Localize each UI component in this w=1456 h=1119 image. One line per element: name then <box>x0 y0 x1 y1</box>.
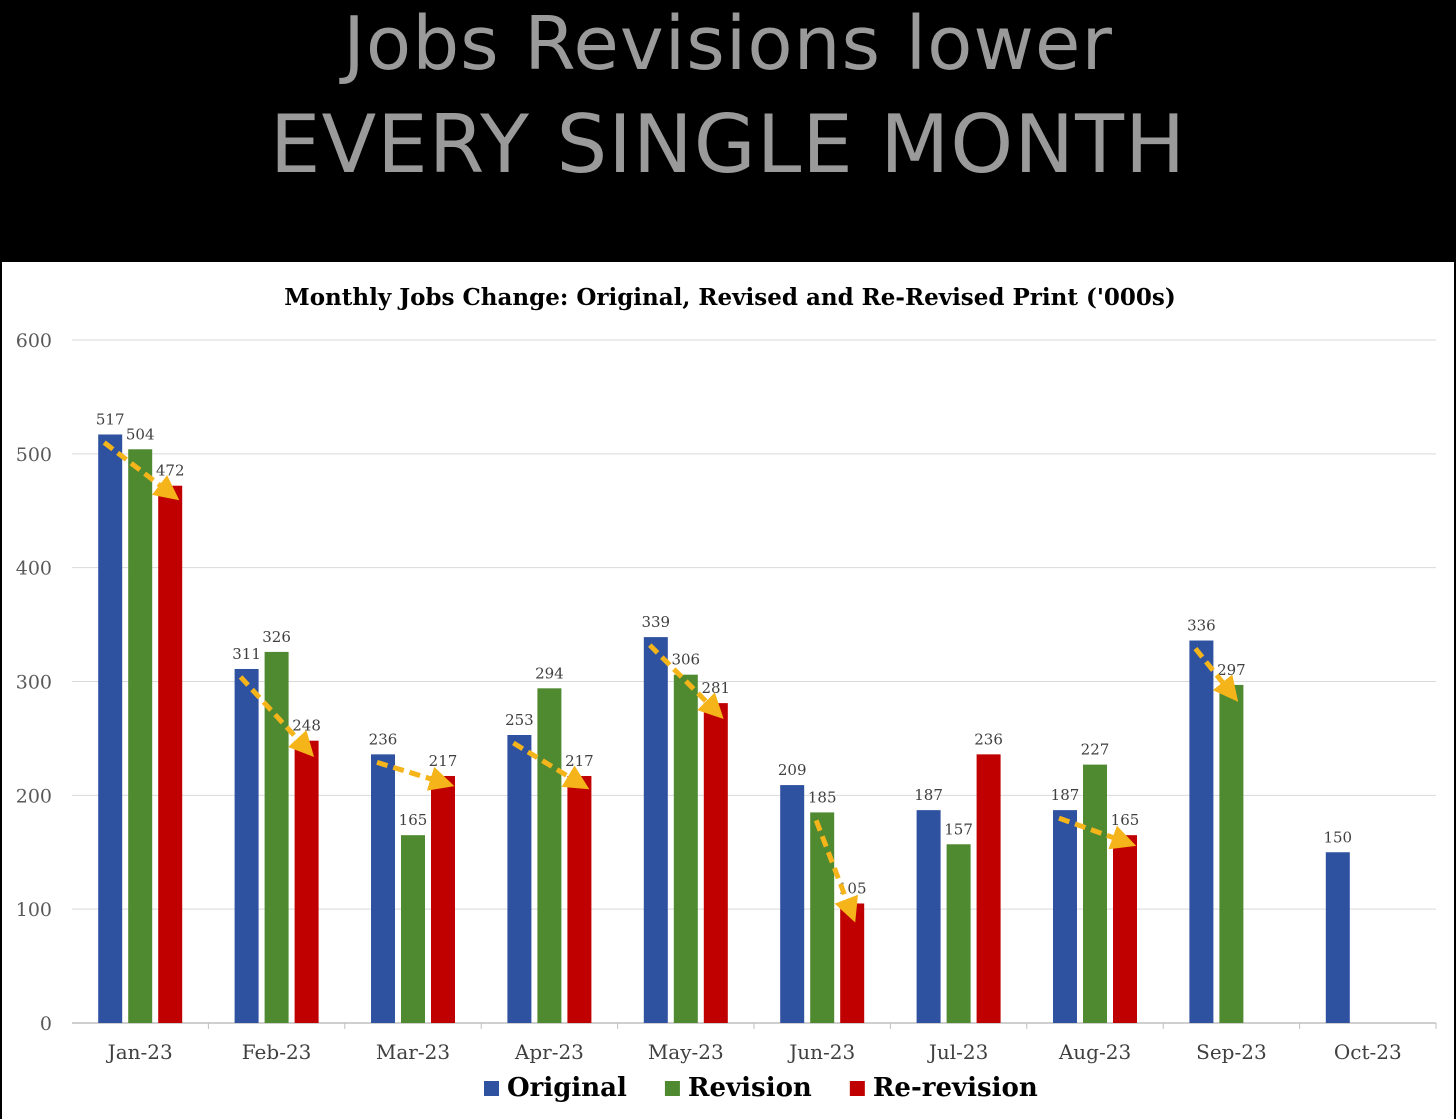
bar-revision-apr-23 <box>537 688 562 1023</box>
bar-re-revision-feb-23 <box>294 740 319 1023</box>
bar-revision-jul-23 <box>946 844 971 1023</box>
legend: Original Revision Re-revision <box>484 1073 1038 1103</box>
legend-label: Original <box>507 1073 627 1103</box>
bar-re-revision-may-23 <box>703 703 728 1023</box>
data-label: 217 <box>429 752 458 770</box>
y-tick-label: 400 <box>16 558 52 580</box>
data-label: 165 <box>1111 811 1140 829</box>
data-label: 165 <box>399 811 428 829</box>
data-label: 311 <box>232 645 261 663</box>
data-label: 339 <box>641 613 670 631</box>
bar-re-revision-jan-23 <box>158 485 183 1023</box>
data-label: 157 <box>944 820 973 838</box>
bar-original-oct-23 <box>1325 852 1350 1023</box>
x-tick-label: Feb-23 <box>242 1040 312 1064</box>
bar-revision-mar-23 <box>401 835 425 1023</box>
legend-label: Revision <box>688 1073 812 1103</box>
data-label: 253 <box>505 711 534 729</box>
bar-re-revision-apr-23 <box>567 775 592 1023</box>
x-tick-label: Apr-23 <box>514 1040 584 1064</box>
legend-label: Re-revision <box>873 1073 1038 1103</box>
data-label: 294 <box>535 664 564 682</box>
legend-swatch <box>664 1081 680 1096</box>
x-tick-label: Jul-23 <box>927 1040 989 1064</box>
revision-arrow <box>648 643 724 720</box>
data-label: 306 <box>671 651 700 669</box>
x-axis: Jan-23 Feb-23 Mar-23 Apr-23 May-23 Jun-23 Jul-… <box>106 1023 1437 1064</box>
bar-revision-may-23 <box>673 674 698 1023</box>
bar-re-revision-jun-23 <box>840 903 865 1023</box>
data-label: 227 <box>1081 741 1110 759</box>
x-tick-label: Mar-23 <box>376 1040 450 1064</box>
data-label: 297 <box>1217 661 1246 679</box>
data-label: 248 <box>292 717 321 735</box>
x-tick-label: Sep-23 <box>1196 1040 1267 1064</box>
x-tick-label: Oct-23 <box>1334 1040 1402 1064</box>
data-label: 504 <box>126 425 155 443</box>
bar-chart: Monthly Jobs Change: Original, Revised a… <box>16 284 1437 1103</box>
revision-arrow <box>376 759 455 791</box>
bar-re-revision-mar-23 <box>431 775 455 1023</box>
bar-original-feb-23 <box>234 668 259 1023</box>
y-tick-label: 300 <box>16 672 52 694</box>
bar-original-sep-23 <box>1189 640 1214 1023</box>
data-label: 150 <box>1323 828 1352 846</box>
bars <box>98 434 1350 1023</box>
y-tick-label: 500 <box>16 444 52 466</box>
revision-arrow <box>1193 646 1239 702</box>
bar-original-jun-23 <box>780 785 805 1023</box>
data-label: 185 <box>808 788 837 806</box>
bar-re-revision-jul-23 <box>976 754 1001 1023</box>
data-label: 517 <box>96 410 125 428</box>
data-label: 187 <box>914 786 943 804</box>
revision-arrow <box>238 675 315 758</box>
headline-banner: Jobs Revisions lower EVERY SINGLE MONTH <box>0 0 1456 262</box>
x-tick-label: Aug-23 <box>1058 1040 1131 1064</box>
bar-revision-jun-23 <box>810 812 835 1023</box>
y-tick-label: 0 <box>40 1013 52 1035</box>
revision-arrows <box>102 440 1239 923</box>
data-label: 236 <box>369 730 398 748</box>
bar-revision-aug-23 <box>1083 764 1107 1023</box>
bar-original-mar-23 <box>371 754 395 1023</box>
y-axis: 0 100 200 300 400 500 600 <box>16 330 52 1035</box>
headline-line-2: EVERY SINGLE MONTH <box>269 98 1187 191</box>
data-label: 236 <box>974 730 1003 748</box>
x-tick-label: Jan-23 <box>106 1040 173 1064</box>
revision-arrow <box>1058 815 1137 850</box>
bar-original-may-23 <box>643 637 668 1023</box>
bar-re-revision-aug-23 <box>1113 835 1137 1023</box>
revision-arrow <box>512 740 590 790</box>
chart-title: Monthly Jobs Change: Original, Revised a… <box>284 284 1176 311</box>
legend-swatch <box>484 1081 499 1096</box>
bar-original-jul-23 <box>916 810 941 1023</box>
data-label: 217 <box>565 752 594 770</box>
data-label: 209 <box>778 761 807 779</box>
data-label: 187 <box>1051 786 1080 804</box>
bar-original-apr-23 <box>507 735 532 1023</box>
bar-original-aug-23 <box>1053 810 1077 1023</box>
x-tick-label: Jun-23 <box>787 1040 855 1064</box>
bar-revision-jan-23 <box>128 449 153 1023</box>
revision-arrow <box>102 440 180 501</box>
bar-original-jan-23 <box>98 434 123 1023</box>
data-label: 326 <box>262 628 291 646</box>
data-label: 472 <box>156 462 185 480</box>
y-tick-label: 100 <box>16 899 52 921</box>
bar-revision-sep-23 <box>1219 684 1244 1023</box>
x-tick-label: May-23 <box>648 1040 724 1064</box>
chart-panel: Monthly Jobs Change: Original, Revised a… <box>2 262 1454 1119</box>
legend-swatch <box>849 1081 865 1096</box>
data-label: 336 <box>1187 617 1216 635</box>
data-label: 281 <box>701 679 730 697</box>
y-tick-label: 200 <box>16 785 52 807</box>
headline-line-1: Jobs Revisions lower <box>343 1 1113 87</box>
y-tick-label: 600 <box>16 330 52 352</box>
